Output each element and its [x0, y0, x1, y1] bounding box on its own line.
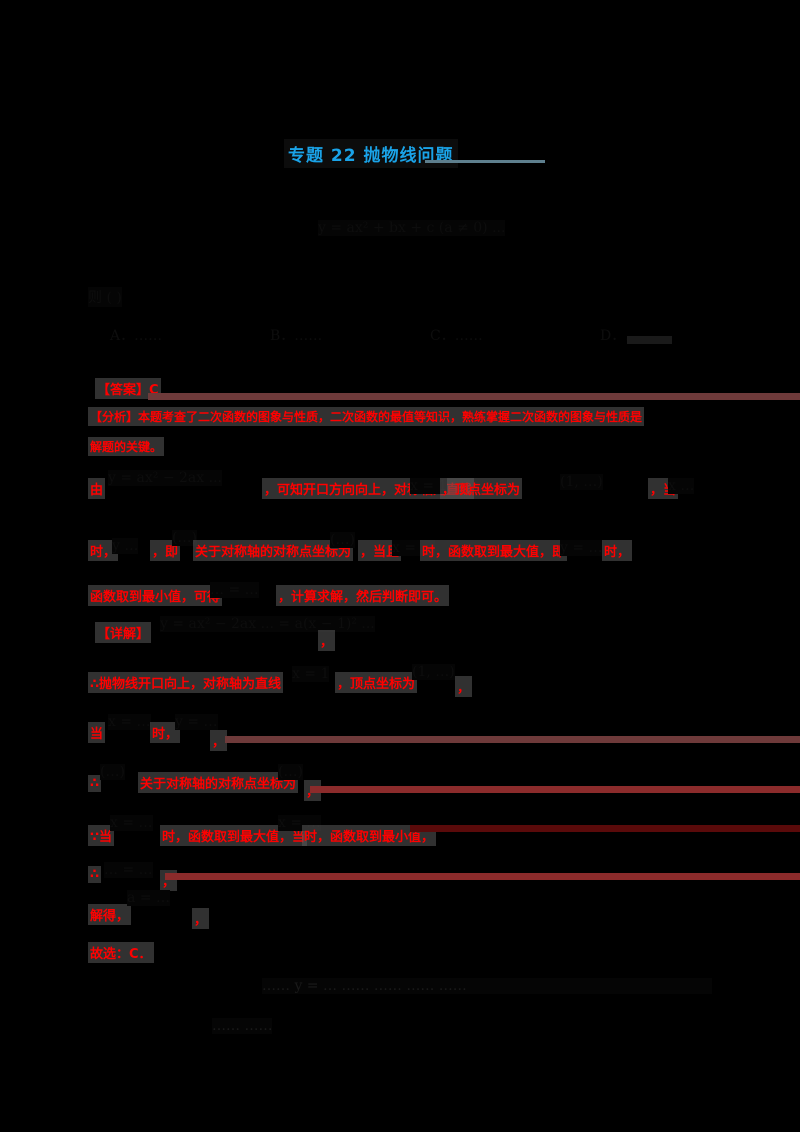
final-choice: 故选：C． — [88, 942, 154, 963]
solution-line-10-text-b: ， — [192, 908, 210, 929]
next-question-line-1: …… y = … …… …… …… …… — [262, 978, 712, 994]
solution-line-2-formula-e: y = … — [560, 540, 603, 556]
solution-line-1-formula-b: x = 1 — [410, 478, 448, 494]
solution-line-7-formula-b: (…) — [278, 764, 303, 780]
solution-line-3-text-b: ，计算求解，然后判断即可。 — [276, 585, 450, 606]
solution-line-6-formula-a: x = … — [108, 714, 151, 730]
solution-line-2-formula-b: (…) — [172, 530, 197, 546]
solution-line-1-formula-d: x … — [668, 478, 695, 494]
solution-line-2-formula-a: y … — [112, 538, 139, 554]
solution-line-10-text-a: 解得， — [88, 904, 132, 925]
solution-line-5-text-b: ，顶点坐标为 — [335, 672, 418, 693]
solution-line-6-underline — [225, 736, 800, 743]
solution-line-9-formula-a: … = … — [104, 862, 153, 878]
detail-label: 【详解】 — [95, 622, 152, 643]
title-underline — [425, 160, 545, 163]
solution-line-1-formula-a: y = ax² − 2ax ... — [108, 470, 222, 486]
solution-line-1-text-a: 由 — [88, 478, 106, 499]
solution-line-8-text-c: 时，函数取到最小值， — [302, 825, 437, 846]
solution-line-7-text-a: ∴ — [88, 775, 102, 792]
solution-line-8-underline — [410, 825, 800, 832]
solution-line-7-text-b: 关于对称轴的对称点坐标为 — [138, 772, 299, 793]
solution-line-8-formula-a: x = … — [110, 815, 153, 831]
solution-line-5-text-a: ∴抛物线开口向上，对称轴为直线 — [88, 672, 284, 693]
solution-line-6-text-c: ， — [210, 730, 228, 751]
option-d-bar — [627, 336, 672, 344]
solution-line-1-formula-c: (1, …) — [560, 474, 603, 490]
solution-line-2-text-a: 时， — [88, 540, 119, 561]
solution-line-5-text-c: ， — [455, 676, 473, 697]
solution-line-6-formula-b: y = … — [175, 714, 218, 730]
option-b: B．…… — [270, 328, 323, 344]
solution-line-5-formula-b: (1, …) — [412, 664, 455, 680]
solution-line-9-underline — [165, 873, 800, 880]
solution-line-2-text-d: ，当且 — [358, 540, 402, 561]
solution-line-6-text-b: 时， — [150, 722, 181, 743]
solution-line-7-underline — [310, 786, 800, 793]
solution-line-2-text-e: 时，函数取到最大值，即 — [420, 540, 568, 561]
solution-line-1-text-c: ，顶点坐标为 — [440, 478, 523, 499]
solution-line-7-formula-a: (…) — [100, 764, 125, 780]
solution-line-8-text-a: ∵当 — [88, 825, 115, 846]
question-prefix: 则 ( ) — [88, 287, 122, 307]
page-title: 专题 22 抛物线问题 — [284, 139, 458, 168]
question-stem-formula: y = ax² + bx + c (a ≠ 0) ... — [318, 220, 506, 236]
solution-line-3-formula-a: … = … — [210, 582, 259, 598]
answer-label: 【答案】C — [95, 378, 161, 399]
solution-line-5-formula-a: x = 1 — [292, 666, 330, 682]
solution-line-8-text-b: 时，函数取到最大值，当 — [160, 825, 308, 846]
next-question-line-2: …… …… — [212, 1018, 273, 1034]
solution-line-6-text-a: 当 — [88, 722, 106, 743]
solution-line-2-text-c: 关于对称轴的对称点坐标为 — [193, 540, 354, 561]
solution-line-2-formula-c: (…) — [330, 532, 355, 548]
solution-line-2-text-f: 时， — [602, 540, 633, 561]
detail-formula: y = ax² − 2ax ... = a(x − 1)² ... — [160, 616, 375, 632]
solution-line-10-formula-a: a = … — [127, 890, 170, 906]
option-a: A．…… — [110, 328, 163, 344]
answer-underline — [148, 393, 800, 400]
solution-line-3-text-a: 函数取到最小值，可得 — [88, 585, 223, 606]
solution-line-9-text-a: ∴ — [88, 866, 102, 883]
analysis-line-1: 【分析】本题考查了二次函数的图象与性质，二次函数的最值等知识，熟练掌握二次函数的… — [88, 407, 645, 426]
analysis-line-2: 解题的关键。 — [88, 437, 165, 456]
option-c: C．…… — [430, 328, 483, 344]
detail-comma: ， — [318, 630, 336, 651]
